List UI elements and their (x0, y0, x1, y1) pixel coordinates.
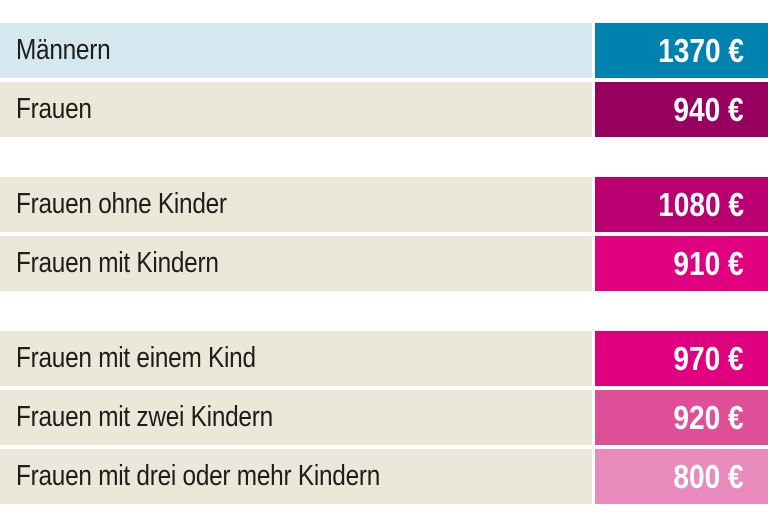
row-label: Frauen mit Kindern (16, 247, 219, 279)
row-label: Frauen mit zwei Kindern (16, 401, 273, 433)
row-group-children-count: Frauen mit einem Kind 970 € Frauen mit z… (0, 331, 768, 504)
row-label-cell: Frauen mit drei oder mehr Kindern (0, 449, 592, 504)
table-row: Frauen mit einem Kind 970 € (0, 331, 768, 386)
value-badge: 970 € (595, 331, 768, 386)
table-row: Frauen mit drei oder mehr Kindern 800 € (0, 449, 768, 504)
value-badge: 940 € (595, 82, 768, 137)
value-badge: 800 € (595, 449, 768, 504)
row-label: Männern (16, 34, 111, 66)
row-label-cell: Frauen ohne Kinder (0, 177, 592, 232)
row-value: 800 € (673, 457, 744, 495)
row-label-cell: Frauen mit zwei Kindern (0, 390, 592, 445)
row-value: 940 € (673, 90, 744, 128)
value-badge: 1370 € (595, 23, 768, 78)
row-label: Frauen mit einem Kind (16, 342, 256, 374)
table-row: Frauen 940 € (0, 82, 768, 137)
row-label-cell: Frauen mit einem Kind (0, 331, 592, 386)
value-badge: 920 € (595, 390, 768, 445)
row-group-children-yes-no: Frauen ohne Kinder 1080 € Frauen mit Kin… (0, 177, 768, 291)
row-value: 1080 € (658, 185, 744, 223)
table-row: Frauen ohne Kinder 1080 € (0, 177, 768, 232)
row-value: 1370 € (658, 31, 744, 69)
row-label-cell: Frauen (0, 82, 592, 137)
row-label-cell: Männern (0, 23, 592, 78)
value-badge: 910 € (595, 236, 768, 291)
table-row: Männern 1370 € (0, 23, 768, 78)
row-value: 910 € (673, 244, 744, 282)
row-group-gender: Männern 1370 € Frauen 940 € (0, 23, 768, 137)
row-label: Frauen (16, 93, 92, 125)
row-value: 920 € (673, 398, 744, 436)
value-badge: 1080 € (595, 177, 768, 232)
table-row: Frauen mit Kindern 910 € (0, 236, 768, 291)
row-label-cell: Frauen mit Kindern (0, 236, 592, 291)
row-label: Frauen ohne Kinder (16, 188, 227, 220)
row-label: Frauen mit drei oder mehr Kindern (16, 460, 381, 492)
row-value: 970 € (673, 339, 744, 377)
table-row: Frauen mit zwei Kindern 920 € (0, 390, 768, 445)
